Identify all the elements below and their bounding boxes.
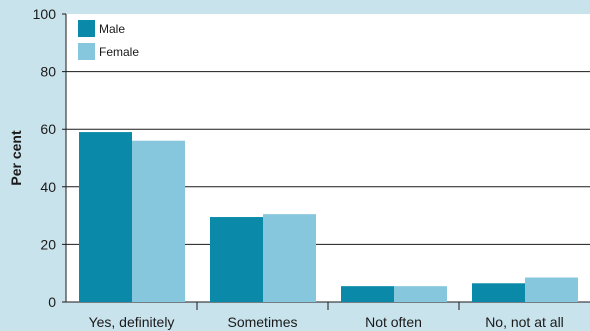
legend-swatch-female <box>78 43 95 60</box>
bar-female-1 <box>263 214 316 302</box>
y-tick-label-80: 80 <box>40 64 56 80</box>
legend-swatch-male <box>78 20 95 37</box>
x-tick-label-0: Yes, definitely <box>89 314 175 330</box>
y-tick-label-20: 20 <box>40 236 56 252</box>
bar-male-1 <box>210 217 263 302</box>
bars <box>79 132 578 302</box>
x-tick-label-3: No, not at all <box>485 314 564 330</box>
legend-label-female: Female <box>99 45 139 59</box>
bar-male-0 <box>79 132 132 302</box>
x-tick-label-2: Not often <box>365 314 422 330</box>
bar-female-3 <box>525 277 578 302</box>
y-tick-label-60: 60 <box>40 121 56 137</box>
x-axis: Yes, definitely Sometimes Not often No, not… <box>89 302 564 330</box>
y-tick-label-40: 40 <box>40 179 56 195</box>
y-axis-label: Per cent <box>8 130 24 186</box>
bar-male-2 <box>341 286 394 302</box>
y-tick-label-0: 0 <box>48 294 56 310</box>
bar-male-3 <box>472 283 525 302</box>
y-axis: 0 20 40 60 80 100 <box>33 6 57 310</box>
y-tick-label-100: 100 <box>33 6 57 22</box>
legend-label-male: Male <box>99 22 125 36</box>
bar-female-2 <box>394 286 447 302</box>
bar-female-0 <box>132 140 185 302</box>
x-tick-label-1: Sometimes <box>227 314 297 330</box>
legend: Male Female <box>78 20 139 60</box>
